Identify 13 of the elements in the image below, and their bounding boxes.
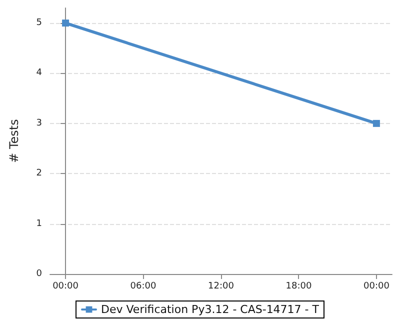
y-tick-label: 4	[36, 68, 42, 78]
x-tick-label: 00:00	[52, 282, 79, 292]
y-tick-label: 3	[36, 118, 42, 128]
x-tick-label: 06:00	[130, 282, 157, 292]
x-tick-label: 12:00	[208, 282, 234, 292]
y-tick-label: 1	[36, 218, 42, 229]
y-tick-label: 0	[36, 269, 42, 279]
y-tick-label: 2	[36, 168, 42, 179]
y-axis-title: # Tests	[7, 119, 21, 163]
y-tick-label: 5	[36, 18, 42, 28]
x-tick-label: 00:00	[363, 282, 390, 292]
legend-label: Dev Verification Py3.12 - CAS-14717 - T	[101, 303, 320, 316]
x-tick-label: 18:00	[286, 282, 312, 292]
